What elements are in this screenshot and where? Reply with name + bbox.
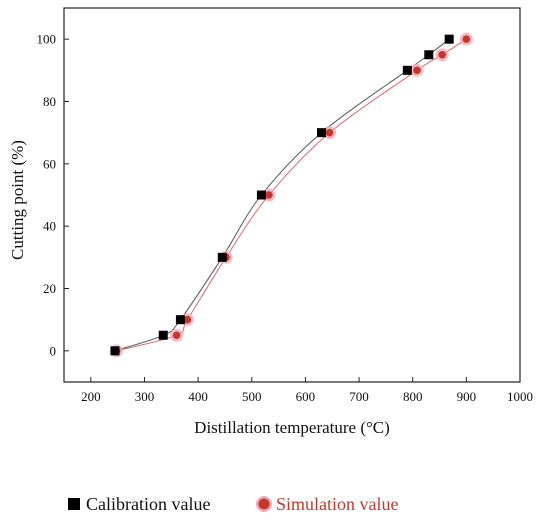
y-tick-label: 60 xyxy=(43,156,56,171)
calibration-point xyxy=(256,190,266,200)
calibration-point xyxy=(317,128,327,138)
simulation-point xyxy=(325,128,334,137)
plot-area-border xyxy=(63,7,521,383)
legend-marker-simulation xyxy=(258,498,270,510)
simulation-point xyxy=(462,35,471,43)
x-axis-title: Distillation temperature (°C) xyxy=(194,418,390,437)
x-tick-label: 800 xyxy=(403,389,423,404)
calibration-point xyxy=(424,50,434,60)
plot-frame xyxy=(63,7,521,383)
simulation-point xyxy=(265,191,273,199)
x-tick-label: 500 xyxy=(242,389,262,404)
calibration-point xyxy=(402,65,412,75)
y-axis-title: Cutting point (%) xyxy=(8,140,27,260)
simulation-point xyxy=(413,66,421,75)
x-tick-label: 300 xyxy=(135,389,155,404)
x-axis-ticks: 200 300 400 500 600 700 800 900 1000 xyxy=(81,377,533,404)
simulation-point xyxy=(183,315,192,324)
y-tick-label: 100 xyxy=(37,32,57,47)
y-tick-label: 80 xyxy=(43,94,56,109)
legend-label-simulation: Simulation value xyxy=(276,494,398,514)
data-markers xyxy=(110,32,473,358)
calibration-point xyxy=(444,34,454,44)
x-tick-label: 700 xyxy=(349,389,369,404)
legend: Calibration value Simulation value xyxy=(68,494,398,514)
fit-curves xyxy=(114,38,467,352)
x-tick-label: 400 xyxy=(188,389,208,404)
simulation-point xyxy=(438,50,447,59)
y-axis-ticks: 0 20 40 60 80 100 xyxy=(37,32,69,358)
x-tick-label: 1000 xyxy=(507,389,533,404)
y-tick-label: 20 xyxy=(43,281,56,296)
x-tick-label: 200 xyxy=(81,389,101,404)
simulation-point xyxy=(172,331,181,340)
calibration-point xyxy=(217,252,227,262)
calibration-point xyxy=(175,315,185,325)
y-tick-label: 0 xyxy=(50,343,57,358)
y-tick-label: 40 xyxy=(43,219,56,234)
legend-label-calibration: Calibration value xyxy=(86,494,210,514)
x-tick-label: 600 xyxy=(296,389,316,404)
fit-curve-simulation xyxy=(116,38,467,352)
legend-marker-calibration xyxy=(68,498,80,510)
calibration-point xyxy=(158,330,168,340)
fit-curve-calibration xyxy=(114,38,450,352)
calibration-point xyxy=(110,346,120,356)
x-tick-label: 900 xyxy=(457,389,477,404)
